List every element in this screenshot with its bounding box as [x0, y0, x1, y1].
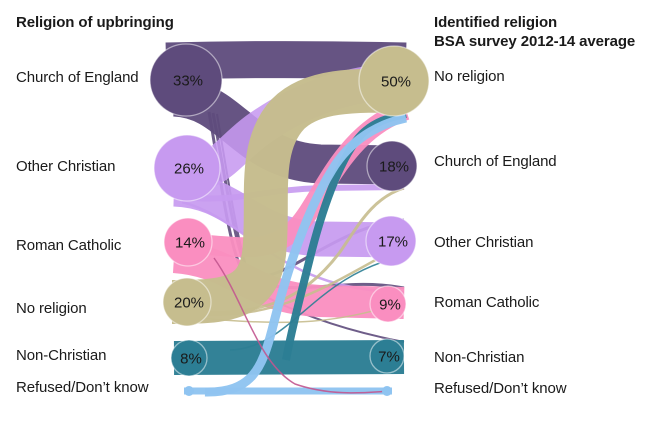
- left-column-title: Religion of upbringing: [16, 14, 174, 31]
- flow-nc-l-to-oc-r: [229, 255, 405, 351]
- node-circle-rc-l: [163, 217, 213, 267]
- node-nr-r: 50%: [358, 45, 430, 117]
- left-label-roman-catholic: Roman Catholic: [16, 237, 122, 254]
- node-oc-l: 26%: [153, 134, 221, 202]
- node-value-coe-r: 18%: [379, 159, 409, 176]
- right-label-roman-catholic: Roman Catholic: [434, 294, 540, 311]
- right-column-title: Identified religion: [434, 14, 558, 31]
- node-rd-l: [184, 386, 194, 396]
- node-circle-nc-l: [170, 339, 208, 377]
- node-value-coe-l: 33%: [173, 73, 203, 90]
- node-value-rc-l: 14%: [175, 235, 205, 252]
- node-circle-rd-l: [184, 386, 194, 396]
- flow-rc-l-to-rd-r: [213, 257, 391, 394]
- flow-nr-l-to-nr-r: [171, 68, 407, 324]
- node-circle-oc-r: [365, 215, 417, 267]
- node-value-nc-r: 7%: [378, 349, 400, 366]
- right-label-other-christian: Other Christian: [434, 234, 534, 251]
- node-circle-coe-r: [366, 140, 418, 192]
- node-coe-l: 33%: [149, 43, 223, 117]
- node-rc-l: 14%: [163, 217, 213, 267]
- node-value-oc-r: 17%: [378, 234, 408, 251]
- node-value-oc-l: 26%: [174, 161, 204, 178]
- node-circle-oc-l: [153, 134, 221, 202]
- node-coe-r: 18%: [366, 140, 418, 192]
- node-circle-coe-l: [149, 43, 223, 117]
- node-circle-rd-r: [382, 386, 392, 396]
- node-nc-l: 8%: [170, 339, 208, 377]
- left-label-church-of-england: Church of England: [16, 69, 139, 86]
- node-circle-nr-l: [162, 277, 212, 327]
- node-value-nc-l: 8%: [180, 351, 202, 368]
- right-label-church-of-england: Church of England: [434, 153, 557, 170]
- node-value-nr-r: 50%: [381, 74, 411, 91]
- node-value-rc-r: 9%: [379, 297, 401, 314]
- right-label-refused-dont-know: Refused/Don’t know: [434, 380, 567, 397]
- node-nr-l: 20%: [162, 277, 212, 327]
- node-rd-r: [382, 386, 392, 396]
- node-rc-r: 9%: [369, 285, 407, 323]
- right-column-subtitle: BSA survey 2012-14 average: [434, 33, 636, 50]
- node-circle-rc-r: [369, 285, 407, 323]
- right-label-no-religion: No religion: [434, 68, 505, 85]
- node-circle-nc-r: [369, 338, 405, 374]
- flow-rd-l-to-nr-r: [204, 113, 408, 397]
- left-label-non-christian: Non-Christian: [16, 347, 107, 364]
- left-label-no-religion: No religion: [16, 300, 87, 317]
- node-oc-r: 17%: [365, 215, 417, 267]
- left-label-other-christian: Other Christian: [16, 158, 116, 175]
- node-value-nr-l: 20%: [174, 295, 204, 312]
- node-circle-nr-r: [358, 45, 430, 117]
- node-nc-r: 7%: [369, 338, 405, 374]
- nodes-layer: 33% 26% 14% 20% 8% 50% 18% 17% 9% 7%: [149, 43, 430, 396]
- right-label-non-christian: Non-Christian: [434, 349, 525, 366]
- left-label-refused-dont-know: Refused/Don’t know: [16, 379, 149, 396]
